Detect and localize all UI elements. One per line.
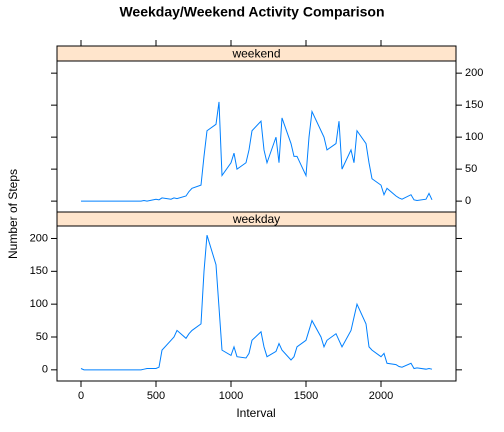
y-tick-label: 50	[36, 331, 48, 343]
panel	[56, 60, 457, 213]
panel	[56, 225, 457, 382]
y-tick-label: 0	[465, 195, 471, 207]
y-tick-label: 150	[465, 99, 483, 111]
y-tick-label: 100	[30, 298, 48, 310]
y-tick-label: 0	[42, 364, 48, 376]
y-tick-label: 50	[465, 163, 477, 175]
x-tick-label: 1500	[294, 390, 318, 402]
x-axis-label: Interval	[236, 406, 275, 420]
data-line	[81, 101, 433, 202]
y-tick-label: 200	[30, 232, 48, 244]
y-tick-label: 100	[465, 131, 483, 143]
y-axis-label: Number of Steps	[6, 169, 20, 259]
y-tick-label: 150	[30, 265, 48, 277]
x-tick-label: 500	[147, 390, 165, 402]
x-tick-label: 0	[78, 390, 84, 402]
x-tick-label: 2000	[369, 390, 393, 402]
strip-label: weekday	[232, 212, 280, 226]
strip-label: weekend	[231, 47, 280, 61]
data-line	[80, 235, 433, 371]
chart-title: Weekday/Weekend Activity Comparison	[119, 4, 384, 20]
x-tick-label: 1000	[219, 390, 243, 402]
y-tick-label: 200	[465, 67, 483, 79]
